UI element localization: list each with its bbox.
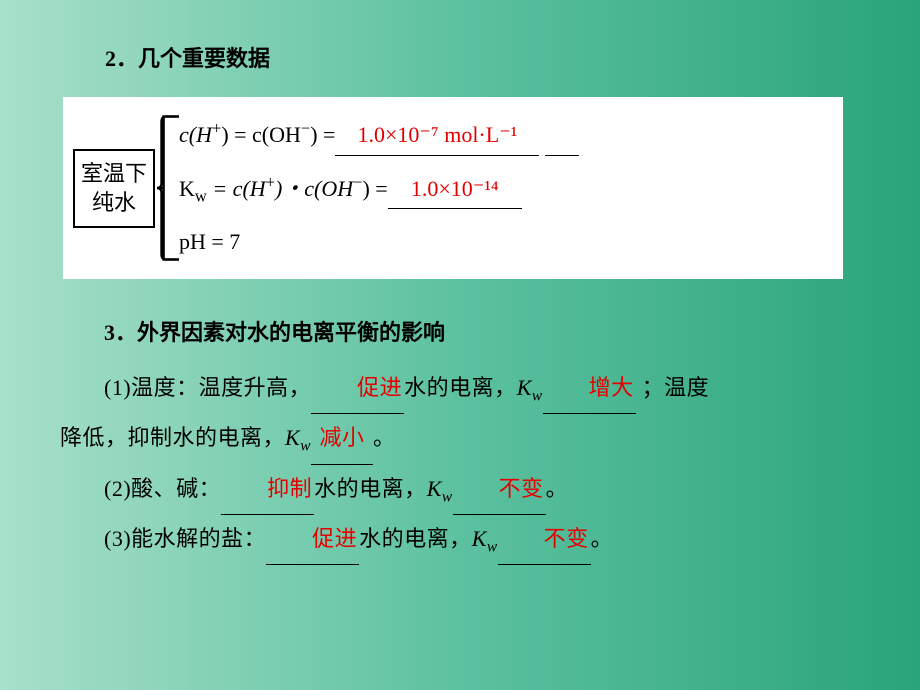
p2a: (2)酸、碱： xyxy=(104,476,221,501)
section3-heading: 3．外界因素对水的电离平衡的影响 xyxy=(60,309,865,357)
kw3: Kw xyxy=(472,526,498,551)
p1e: ；温度 xyxy=(642,375,710,400)
slide-content: 2．几个重要数据 室温下 纯水 c(H+) = c(OH−) = xyxy=(0,0,920,615)
p2c: 水的电离， xyxy=(314,476,427,501)
section2-heading: 2．几个重要数据 xyxy=(55,40,870,77)
eq3-text: pH = 7 xyxy=(179,223,240,260)
condition-box: 室温下 纯水 xyxy=(73,149,155,228)
box-line1: 室温下 xyxy=(81,161,147,186)
bracket-icon xyxy=(157,111,179,265)
eq1-part1: c(H+) = c(OH−) = xyxy=(179,116,335,153)
eq2-part1: Kw = c(H+)・c(OH−) = xyxy=(179,170,388,207)
equation-diagram: 室温下 纯水 c(H+) = c(OH−) = 1.0×10⁻⁷ mol·L⁻¹ xyxy=(63,97,843,279)
equation-2: Kw = c(H+)・c(OH−) = 1.0×10⁻¹⁴ xyxy=(179,170,823,209)
p1: (1)温度：温度升高， 促进水的电离，Kw 增大 ；温度 xyxy=(60,364,865,414)
p1f: 降低，抑制水的电离， xyxy=(60,425,285,450)
p1h: 。 xyxy=(373,425,396,450)
eq2-answer: 1.0×10⁻¹⁴ xyxy=(411,176,499,201)
p2d: 不变 xyxy=(499,476,544,501)
p2: (2)酸、碱： 抑制水的电离，Kw 不变。 xyxy=(60,465,865,515)
p1c: 水的电离， xyxy=(404,375,517,400)
eq1-blank-extra xyxy=(545,116,579,155)
p1b: 促进 xyxy=(357,375,402,400)
section3-body: 3．外界因素对水的电离平衡的影响 (1)温度：温度升高， 促进水的电离，Kw 增大 … xyxy=(55,309,870,565)
equation-1: c(H+) = c(OH−) = 1.0×10⁻⁷ mol·L⁻¹ xyxy=(179,116,823,155)
p3e: 。 xyxy=(591,526,614,551)
p1g: 减小 xyxy=(319,425,364,450)
p3d: 不变 xyxy=(544,526,589,551)
p3b: 促进 xyxy=(312,526,357,551)
eq2-blank: 1.0×10⁻¹⁴ xyxy=(388,170,522,209)
eq1-blank: 1.0×10⁻⁷ mol·L⁻¹ xyxy=(335,116,539,155)
kw1: Kw xyxy=(517,375,543,400)
kw2: Kw xyxy=(427,476,453,501)
p1-line2: 降低，抑制水的电离，Kw 减小。 xyxy=(60,414,865,464)
p3c: 水的电离， xyxy=(359,526,472,551)
p1a: (1)温度：温度升高， xyxy=(104,375,311,400)
p3: (3)能水解的盐： 促进水的电离，Kw 不变。 xyxy=(60,515,865,565)
box-line2: 纯水 xyxy=(92,190,136,215)
p2b: 抑制 xyxy=(267,476,312,501)
p1d: 增大 xyxy=(589,375,634,400)
p3a: (3)能水解的盐： xyxy=(104,526,266,551)
equation-lines: c(H+) = c(OH−) = 1.0×10⁻⁷ mol·L⁻¹ Kw = c… xyxy=(179,116,823,260)
equation-3: pH = 7 xyxy=(179,223,823,260)
kw1b: Kw xyxy=(285,425,311,450)
p2e: 。 xyxy=(546,476,569,501)
diagram-inner: 室温下 纯水 c(H+) = c(OH−) = 1.0×10⁻⁷ mol·L⁻¹ xyxy=(73,111,823,265)
eq1-answer: 1.0×10⁻⁷ mol·L⁻¹ xyxy=(358,122,518,147)
